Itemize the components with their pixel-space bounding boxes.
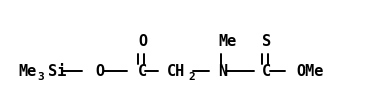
Text: N: N: [218, 64, 227, 79]
Text: S: S: [262, 34, 271, 49]
Text: Me: Me: [18, 64, 36, 79]
Text: 3: 3: [37, 71, 44, 81]
Text: C: C: [262, 64, 271, 79]
Text: Si: Si: [48, 64, 66, 79]
Text: C: C: [138, 64, 147, 79]
Text: Me: Me: [218, 34, 236, 49]
Text: O: O: [138, 34, 147, 49]
Text: CH: CH: [167, 64, 185, 79]
Text: 2: 2: [188, 71, 195, 81]
Text: O: O: [95, 64, 104, 79]
Text: OMe: OMe: [296, 64, 323, 79]
